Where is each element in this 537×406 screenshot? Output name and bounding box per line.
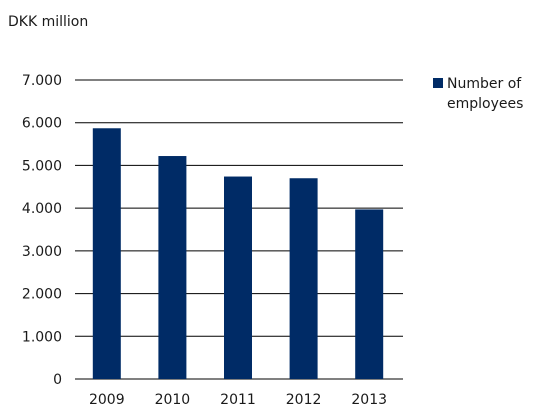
bar <box>92 128 121 379</box>
y-tick-label: 7.000 <box>22 73 62 89</box>
y-tick-label: 2.000 <box>22 287 62 303</box>
y-tick-label: 1.000 <box>22 329 62 345</box>
x-axis-tick-labels: 2009 2010 2011 2012 2013 <box>89 392 387 406</box>
y-tick-label: 6.000 <box>22 116 62 132</box>
x-tick-label: 2010 <box>155 392 191 406</box>
x-tick-label: 2011 <box>220 392 256 406</box>
x-tick-label: 2009 <box>89 392 125 406</box>
legend-label: Number of employees <box>447 76 524 112</box>
legend: Number of employees <box>433 74 537 114</box>
y-tick-label: 0 <box>53 372 62 388</box>
bar <box>355 209 384 379</box>
x-tick-label: 2012 <box>286 392 322 406</box>
bar <box>158 156 187 379</box>
x-tick-label: 2013 <box>351 392 387 406</box>
bars <box>92 128 384 379</box>
y-tick-label: 5.000 <box>22 158 62 174</box>
legend-swatch <box>433 78 443 88</box>
y-tick-label: 3.000 <box>22 244 62 260</box>
y-tick-label: 4.000 <box>22 201 62 217</box>
bar <box>224 176 252 379</box>
unit-label: DKK million <box>8 14 89 30</box>
y-axis-tick-labels: 0 1.000 2.000 3.000 4.000 5.000 6.000 7.000 <box>22 73 62 388</box>
bar <box>289 178 318 379</box>
